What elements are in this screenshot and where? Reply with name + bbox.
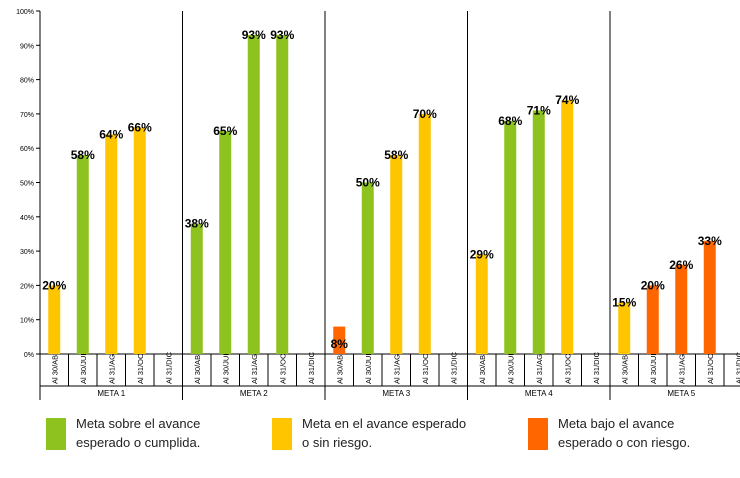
legend-label-orange: Meta bajo el avance esperado o con riesg…: [558, 416, 691, 450]
y-tick-label: 10%: [20, 318, 34, 325]
legend-swatch-orange: [528, 418, 548, 450]
category-label: Al 31/OCT: [706, 349, 715, 384]
data-label: 8%: [331, 337, 349, 351]
y-tick-label: 40%: [20, 215, 34, 222]
bar: [190, 223, 203, 354]
y-tick-label: 90%: [20, 43, 34, 50]
group-label-4: META 4: [525, 389, 553, 398]
category-label: Al 31/AGO: [107, 348, 116, 384]
bar: [390, 155, 403, 354]
data-label: 93%: [270, 28, 294, 42]
y-tick-label: 0%: [24, 352, 34, 359]
data-label: 70%: [413, 107, 437, 121]
category-label: Al 31/DIC: [164, 351, 173, 384]
category-label: Al 31/AGO: [392, 348, 401, 384]
category-label: Al 31/DIC: [592, 351, 601, 384]
y-tick-label: 30%: [20, 249, 34, 256]
group-label-1: META 1: [97, 389, 125, 398]
bar: [646, 285, 659, 354]
data-label: 64%: [99, 127, 123, 141]
bar: [76, 155, 89, 354]
data-label: 74%: [555, 93, 579, 107]
data-label: 33%: [698, 234, 722, 248]
category-label: Al 31/OCT: [278, 349, 287, 384]
data-label: 20%: [42, 278, 66, 292]
bar: [532, 110, 545, 354]
legend-swatch-yellow: [272, 418, 292, 450]
bar: [361, 182, 374, 354]
legend-swatch-green: [46, 418, 66, 450]
bar: [276, 35, 289, 354]
legend-label-green: Meta sobre el avance esperado o cumplida…: [76, 416, 201, 450]
bar: [418, 113, 431, 355]
category-label: Al 30/ABR: [50, 349, 59, 384]
category-label: Al 30/ABR: [335, 349, 344, 384]
category-label: Al 30/JUN: [221, 350, 230, 384]
category-label: Al 30/ABR: [478, 349, 487, 384]
category-label: Al 31/AGO: [677, 348, 686, 384]
data-label: 20%: [641, 278, 665, 292]
bar: [561, 100, 574, 355]
category-label: Al 31/OCT: [421, 349, 430, 384]
data-label: 50%: [356, 176, 380, 190]
bar: [48, 285, 61, 354]
y-tick-label: 100%: [16, 9, 34, 16]
bar: [675, 264, 688, 354]
bar-chart: 0% 10% 20% 30% 40% 50% 60% 70% 80% 90% 100% META 1 A…: [16, 9, 740, 400]
category-label: Al 30/ABR: [620, 349, 629, 384]
bar: [133, 127, 146, 355]
category-label: Al 30/JUN: [649, 350, 658, 384]
data-label: 26%: [669, 258, 693, 272]
y-tick-label: 50%: [20, 181, 34, 188]
data-label: 93%: [242, 28, 266, 42]
category-label: Al 31/OCT: [136, 349, 145, 384]
y-tick-label: 60%: [20, 146, 34, 153]
data-label: 58%: [384, 148, 408, 162]
category-label: Al 30/ABR: [193, 349, 202, 384]
data-label: 38%: [185, 217, 209, 231]
category-label: Al 31/DIC: [307, 351, 316, 384]
data-label: 71%: [527, 103, 551, 117]
bar: [105, 134, 118, 354]
bar: [247, 35, 260, 354]
group-label-2: META 2: [240, 389, 268, 398]
data-label: 68%: [498, 114, 522, 128]
bar: [618, 302, 631, 354]
bar: [475, 254, 488, 354]
category-label: Al 31/DIC: [449, 351, 458, 384]
category-label: Al 30/JUN: [79, 350, 88, 384]
y-tick-label: 20%: [20, 283, 34, 290]
category-label: Al 31/AGO: [535, 348, 544, 384]
data-label: 29%: [470, 248, 494, 262]
category-label: Al 30/JUN: [364, 350, 373, 384]
group-label-3: META 3: [382, 389, 410, 398]
category-label: Al 31/OCT: [563, 349, 572, 384]
data-label: 15%: [612, 296, 636, 310]
y-tick-label: 80%: [20, 78, 34, 85]
category-label: Al 30/JUN: [506, 350, 515, 384]
data-label: 58%: [71, 148, 95, 162]
data-label: 65%: [213, 124, 237, 138]
bar: [703, 240, 716, 354]
legend-label-yellow: Meta en el avance esperado o sin riesgo.: [302, 416, 467, 450]
group-label-5: META 5: [667, 389, 695, 398]
bar: [219, 131, 232, 354]
category-label: Al 31/DIC: [734, 351, 740, 384]
y-tick-label: 70%: [20, 112, 34, 119]
bar: [333, 326, 346, 354]
category-label: Al 31/AGO: [250, 348, 259, 384]
data-label: 66%: [128, 121, 152, 135]
bar: [504, 120, 517, 354]
